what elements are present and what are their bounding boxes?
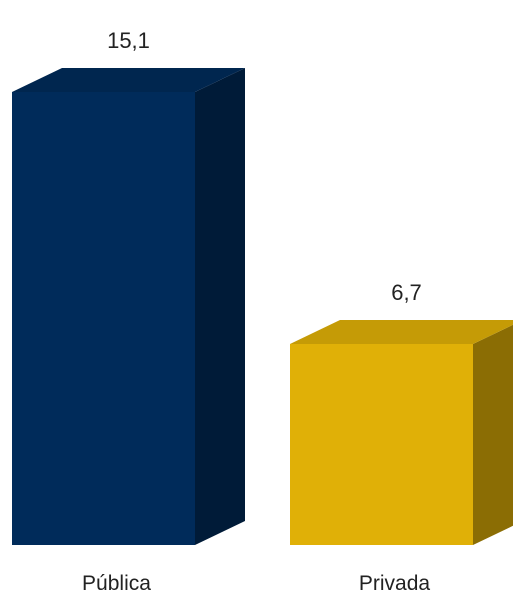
category-label-publica: Pública (82, 572, 151, 595)
bars-group (12, 68, 513, 545)
bar-front-face (12, 92, 195, 545)
bar-privada (290, 320, 513, 545)
bar-publica (12, 68, 245, 545)
bar-top-face (12, 68, 245, 92)
value-label-privada: 6,7 (391, 280, 422, 305)
labels-group: 15,1 Pública 6,7 Privada (82, 28, 430, 595)
bar-side-face (473, 324, 513, 545)
bar-side-face (195, 68, 245, 545)
bar-top-face (290, 320, 513, 344)
category-label-privada: Privada (359, 572, 431, 595)
bar-front-face (290, 344, 473, 545)
value-label-publica: 15,1 (107, 28, 150, 53)
